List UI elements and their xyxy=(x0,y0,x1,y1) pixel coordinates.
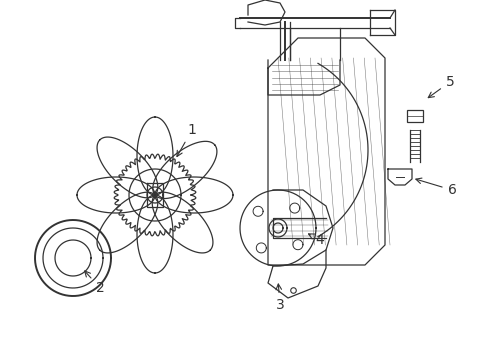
Text: 6: 6 xyxy=(415,178,455,197)
Text: 2: 2 xyxy=(84,271,104,295)
Text: 1: 1 xyxy=(177,123,196,157)
Bar xyxy=(406,110,422,122)
Text: 4: 4 xyxy=(308,233,324,247)
Text: 5: 5 xyxy=(427,75,453,98)
Text: 3: 3 xyxy=(275,284,284,312)
